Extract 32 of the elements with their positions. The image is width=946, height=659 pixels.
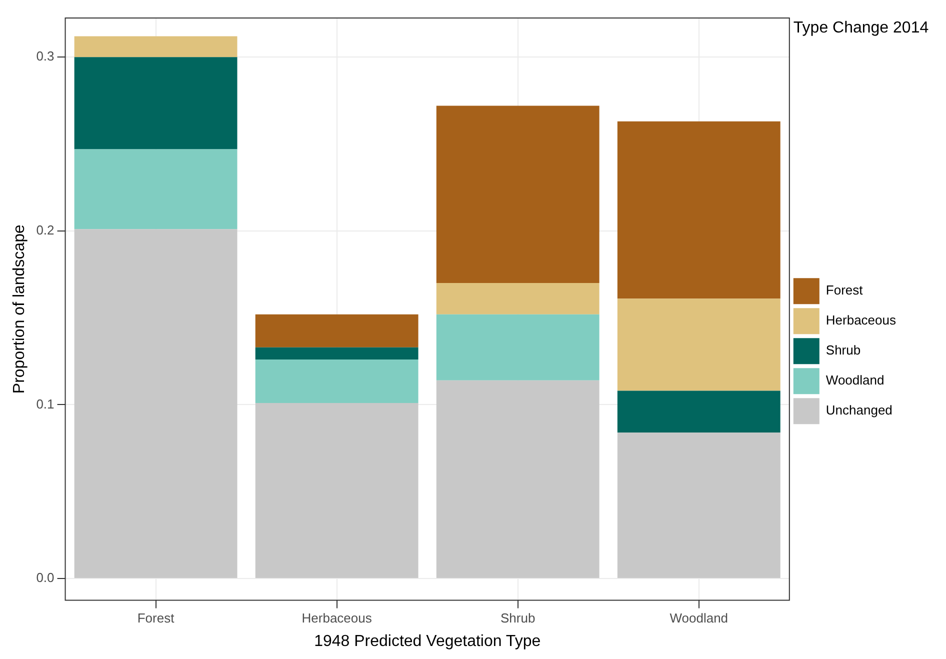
legend-label: Shrub [826,342,861,358]
bar [617,432,780,578]
x-tick-label: Herbaceous [302,610,372,626]
bar [255,360,418,403]
legend-label: Woodland [826,372,884,388]
y-tick-label: 0.2 [36,222,54,238]
bar [617,121,780,299]
bar [74,149,238,230]
legend-label: Forest [826,282,864,298]
bar [255,347,418,360]
bar [436,314,600,380]
x-tick-label: Shrub [500,610,536,626]
y-tick-label: 0.0 [36,570,54,586]
bar [617,298,780,391]
x-axis-title: 1948 Predicted Vegetation Type [314,632,541,650]
bar [436,283,600,314]
bar [255,314,418,348]
bar [74,57,238,150]
x-tick-label: Forest [137,610,175,626]
bar [255,402,418,578]
bar [74,229,238,578]
y-tick-label: 0.1 [36,396,54,412]
bar [617,390,780,432]
y-axis-title: Proportion of landscape [11,224,28,394]
y-tick-label: 0.3 [36,48,54,64]
legend-title: Type Change 2014 [793,19,929,36]
bar [436,106,600,284]
bar [74,36,238,58]
legend-label: Unchanged [826,402,892,418]
bar [436,380,600,578]
x-tick-label: Woodland [670,610,728,626]
legend-label: Herbaceous [826,312,896,328]
